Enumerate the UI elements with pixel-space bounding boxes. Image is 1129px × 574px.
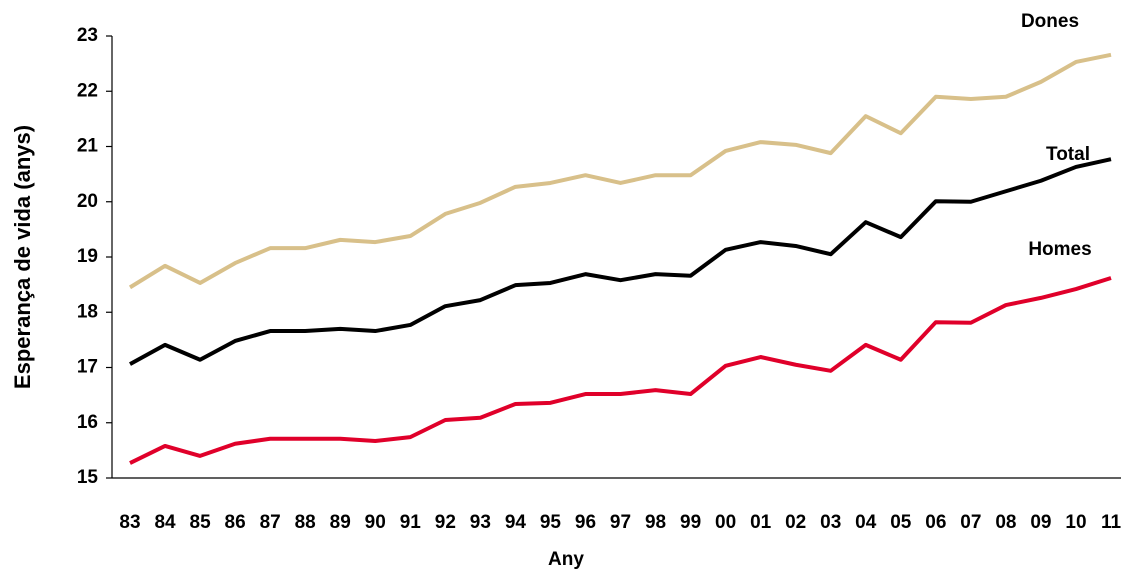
x-tick-label: 95 — [540, 512, 562, 533]
x-tick-label: 01 — [750, 512, 772, 533]
x-tick-label: 87 — [260, 512, 281, 533]
y-tick-label: 16 — [77, 412, 98, 433]
y-tick-label: 18 — [77, 301, 98, 322]
x-tick-label: 96 — [575, 512, 596, 533]
y-tick-label: 19 — [77, 246, 98, 267]
series-label: Total — [1046, 144, 1090, 165]
x-tick-label: 84 — [154, 512, 176, 533]
x-tick-label: 05 — [890, 512, 912, 533]
x-tick-label: 83 — [119, 512, 140, 533]
x-tick-label: 92 — [435, 512, 456, 533]
y-tick-label: 20 — [77, 191, 98, 212]
x-tick-label: 88 — [295, 512, 316, 533]
series-label: Dones — [1021, 11, 1079, 32]
y-tick-label: 23 — [77, 25, 98, 46]
y-tick-label: 17 — [77, 357, 98, 378]
x-tick-label: 86 — [225, 512, 246, 533]
series-line — [129, 276, 1112, 465]
x-tick-label: 98 — [645, 512, 666, 533]
x-axis-label: Any — [548, 549, 584, 570]
x-tick-label: 10 — [1065, 512, 1086, 533]
x-tick-label: 02 — [785, 512, 806, 533]
x-tick-label: 93 — [470, 512, 491, 533]
x-tick-label: 08 — [995, 512, 1016, 533]
y-tick-label: 22 — [77, 80, 98, 101]
x-tick-label: 03 — [820, 512, 841, 533]
y-axis-label: Esperança de vida (anys) — [10, 125, 35, 389]
x-tick-label: 89 — [330, 512, 351, 533]
x-tick-label: 91 — [400, 512, 422, 533]
y-tick-label: 15 — [77, 467, 99, 488]
x-tick-label: 04 — [855, 512, 877, 533]
x-tick-label: 97 — [610, 512, 631, 533]
x-tick-label: 94 — [505, 512, 527, 533]
series-line — [128, 52, 1112, 290]
x-tick-label: 85 — [190, 512, 212, 533]
x-tick-label: 99 — [680, 512, 701, 533]
x-tick-label: 09 — [1030, 512, 1051, 533]
x-tick-label: 11 — [1101, 512, 1122, 533]
series-line — [129, 157, 1112, 366]
x-tick-label: 06 — [925, 512, 946, 533]
x-tick-label: 90 — [365, 512, 386, 533]
series-label: Homes — [1028, 239, 1091, 260]
x-tick-label: 07 — [960, 512, 981, 533]
x-tick-label: 00 — [715, 512, 736, 533]
y-tick-label: 21 — [77, 136, 99, 157]
